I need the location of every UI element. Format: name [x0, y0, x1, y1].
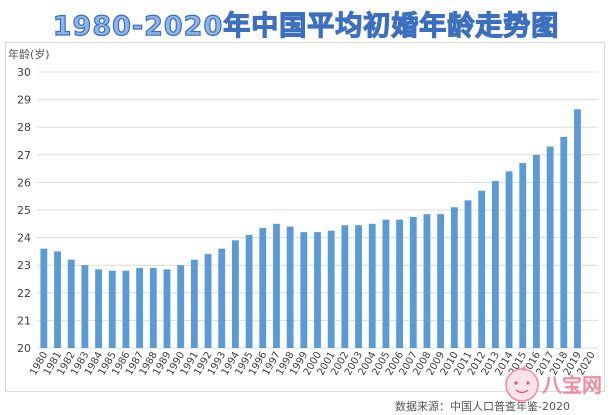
bar-1987 [136, 267, 144, 348]
bar-1983 [81, 265, 89, 348]
bar-1981 [54, 251, 61, 348]
bar-1997 [273, 223, 280, 348]
bar-1995 [245, 234, 253, 348]
y-tick-label: 30 [17, 66, 31, 79]
y-tick-label: 26 [17, 176, 31, 189]
bar-2003 [355, 225, 362, 348]
bar-1989 [163, 269, 171, 348]
y-tick-label: 29 [17, 94, 31, 107]
chart-title: 1980-2020年中国平均初婚年龄走势图 [52, 10, 560, 42]
bar-2010 [450, 207, 458, 348]
bar-2013 [491, 181, 499, 348]
y-tick-label: 27 [17, 149, 31, 162]
y-tick-label: 25 [17, 204, 31, 217]
bar-2007 [409, 216, 417, 348]
bar-1990 [177, 265, 185, 348]
y-tick-label: 23 [17, 259, 31, 272]
bar-2012 [478, 190, 486, 348]
y-tick-label: 24 [17, 232, 31, 245]
data-source-note: 数据来源：中国人口普查年鉴-2020 [395, 400, 570, 413]
chart-frame [5, 42, 605, 392]
bar-2017 [546, 146, 554, 348]
bar-1998 [286, 226, 294, 348]
y-tick-label: 20 [17, 342, 31, 355]
bar-2006 [396, 219, 404, 348]
bar-2008 [423, 214, 431, 348]
bar-2005 [382, 219, 390, 348]
bar-1982 [67, 259, 75, 348]
bar-1994 [231, 240, 239, 348]
y-axis-label: 年龄(岁) [8, 47, 50, 61]
bar-1991 [190, 259, 198, 348]
y-tick-label: 21 [17, 314, 31, 327]
y-tick-label: 22 [17, 287, 31, 300]
bar-1988 [149, 267, 157, 348]
bar-1985 [108, 270, 116, 348]
bar-2016 [533, 154, 540, 348]
bar-2018 [560, 136, 568, 348]
bar-2019 [574, 109, 581, 348]
bar-2001 [327, 230, 335, 348]
watermark-text: 八宝网 [542, 373, 602, 397]
bar-1996 [259, 227, 267, 348]
bar-1999 [300, 232, 308, 348]
bar-2004 [368, 223, 376, 348]
baby-logo-icon [505, 366, 539, 402]
bar-1992 [204, 254, 212, 348]
bar-1984 [95, 269, 102, 348]
bar-2000 [314, 232, 321, 348]
bar-2015 [519, 163, 527, 348]
bar-2002 [341, 225, 349, 348]
bar-1980 [40, 248, 48, 348]
bar-1993 [218, 248, 226, 348]
watermark-logo: 八宝网 [502, 360, 602, 405]
bar-2014 [505, 171, 513, 348]
y-tick-label: 28 [17, 121, 31, 134]
bar-2009 [437, 214, 445, 348]
bar-2011 [464, 200, 472, 348]
bar-1986 [122, 270, 130, 348]
